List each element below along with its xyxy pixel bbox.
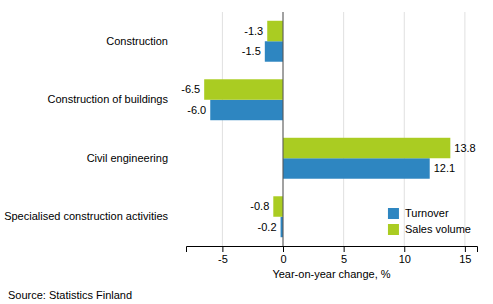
y-tick-label: Construction of buildings (48, 93, 169, 105)
bars (204, 21, 450, 237)
bar (210, 100, 283, 120)
annotation: Source: Statistics Finland (8, 289, 132, 301)
x-tick-mark (344, 246, 345, 252)
bar-series (204, 21, 450, 217)
x-axis-title: Year-on-year change, % (272, 268, 390, 280)
x-tick-label: 5 (341, 253, 347, 265)
x-tick-mark (404, 246, 405, 252)
data-labels: -1.5 -6.0 12.1 -0.2 -1.3 -6.5 13.8 -0.8 (181, 25, 476, 233)
chart: -5 0 5 10 15 Construction Construction of buil… (0, 0, 493, 304)
bar (273, 196, 283, 216)
bar (267, 21, 283, 41)
x-tick: 0 (280, 246, 286, 265)
x-tick: 5 (341, 246, 347, 265)
y-tick: Civil engineering (87, 152, 186, 164)
legend-label: Sales volume (405, 223, 471, 235)
bar (283, 158, 430, 178)
data-label: -6.5 (181, 83, 200, 95)
data-label: -0.2 (258, 221, 277, 233)
bar (283, 138, 450, 158)
grid-line (283, 12, 284, 246)
x-tick: 10 (399, 246, 411, 265)
grid-line (343, 12, 344, 246)
x-tick: 15 (459, 246, 471, 265)
data-label: 12.1 (434, 162, 455, 174)
y-tick: Construction of buildings (48, 93, 186, 105)
x-tick-label: 15 (459, 253, 471, 265)
y-tick-label: Specialised construction activities (4, 210, 168, 222)
x-tick-mark (283, 246, 284, 252)
legend-swatch (388, 224, 399, 235)
x-tick-label: -5 (218, 253, 228, 265)
grid (222, 12, 465, 246)
grid-line (222, 12, 223, 246)
legend-label: Turnover (405, 207, 449, 219)
y-tick: Specialised construction activities (4, 210, 186, 222)
zero-line (283, 12, 284, 246)
x-tick-mark (222, 246, 223, 252)
y-tick-label: Construction (106, 35, 168, 47)
x-tick: -5 (218, 246, 228, 265)
legend-item: Turnover (388, 207, 449, 219)
data-label: -6.0 (187, 104, 206, 116)
bar (204, 79, 283, 99)
legend-swatch (388, 208, 399, 219)
y-tick: Construction (106, 35, 186, 47)
legend: Turnover Sales volume (388, 207, 471, 235)
data-label: -1.5 (242, 45, 261, 57)
y-tick-label: Civil engineering (87, 152, 168, 164)
x-axis-line (187, 247, 478, 253)
y-axis: Construction Construction of buildings Civ… (4, 35, 186, 223)
legend-item: Sales volume (388, 223, 471, 235)
data-label: 13.8 (454, 142, 475, 154)
x-axis: -5 0 5 10 15 (187, 246, 478, 265)
x-tick-label: 0 (280, 253, 286, 265)
plot: -5 0 5 10 15 Construction Construction of buil… (4, 12, 477, 280)
grid-line (464, 12, 465, 246)
bar (265, 41, 283, 61)
x-tick-label: 10 (399, 253, 411, 265)
data-label: -1.3 (244, 25, 263, 37)
data-label: -0.8 (250, 200, 269, 212)
x-tick-mark (465, 246, 466, 252)
